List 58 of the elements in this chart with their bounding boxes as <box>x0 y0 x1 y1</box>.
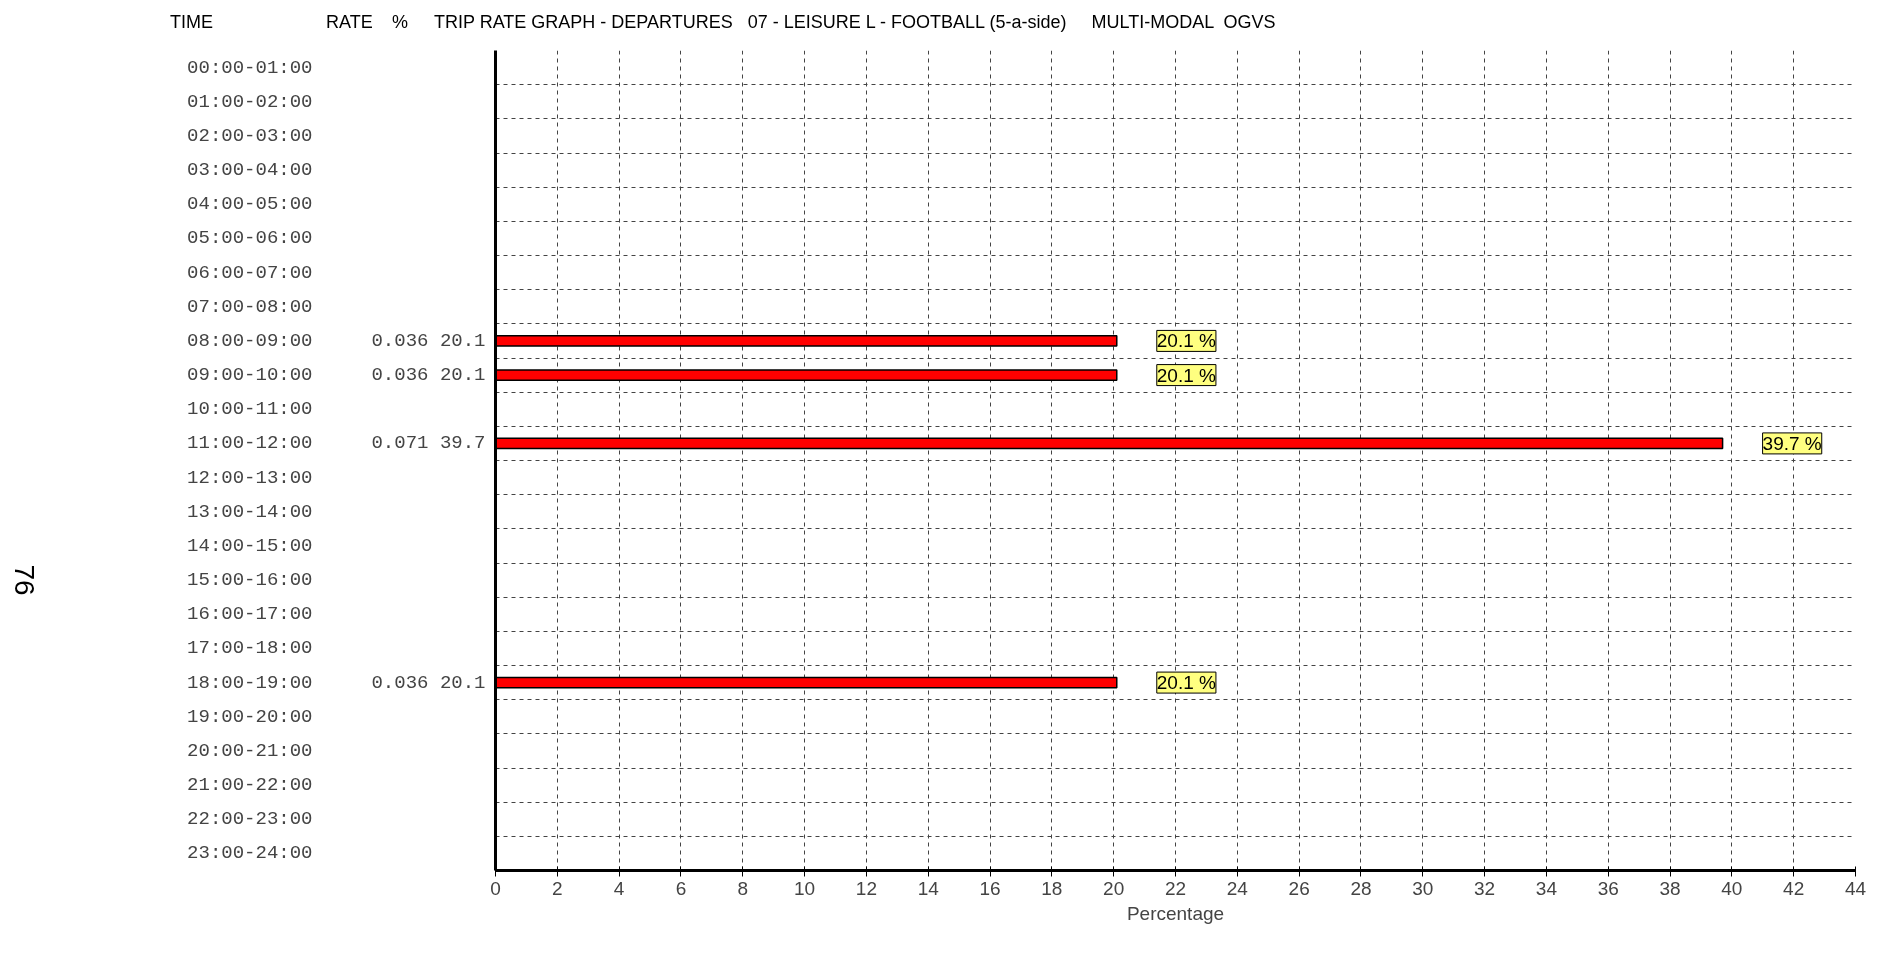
text: RATE <box>326 11 373 34</box>
x-axis-title: Percentage <box>1126 902 1225 924</box>
y-tick-label: 14:00-15:00 <box>187 534 313 557</box>
y-tick-label: 11:00-12:00 <box>187 432 313 455</box>
y-tick-label: 08:00-09:00 <box>187 329 313 352</box>
text: TIME <box>170 11 213 34</box>
y-tick-label: 06:00-07:00 <box>187 261 313 284</box>
text: 76 <box>7 564 41 596</box>
x-tick-label: 6 <box>675 877 687 899</box>
x-tick-label: 22 <box>1164 877 1187 899</box>
chart-title: TRIP RATE GRAPH - DEPARTURES 07 - LEISURE L - FOOTBALL (5-a-side) MULTI-MODAL OGVS <box>434 11 1276 34</box>
text: 0.036 20.1 <box>371 364 486 387</box>
data-label: 39.7 % <box>1762 432 1822 454</box>
x-tick-label: 44 <box>1844 877 1867 899</box>
y-tick-label: 18:00-19:00 <box>187 671 313 694</box>
y-tick-label: 16:00-17:00 <box>187 603 313 626</box>
x-tick-label: 28 <box>1350 877 1372 899</box>
y-tick-label: 13:00-14:00 <box>187 500 313 523</box>
y-tick-label: 09:00-10:00 <box>187 364 313 387</box>
y-tick-label: 05:00-06:00 <box>187 227 313 250</box>
y-tick-label: 22:00-23:00 <box>187 808 313 831</box>
x-tick-label: 12 <box>855 877 877 899</box>
x-tick-label: 0 <box>490 877 501 899</box>
y-tick-label: 20:00-21:00 <box>187 739 313 762</box>
x-tick-label: 14 <box>917 877 940 899</box>
y-tick-label: 19:00-20:00 <box>187 705 313 728</box>
y-tick-label: 23:00-24:00 <box>187 842 313 865</box>
y-tick-label: 00:00-01:00 <box>187 56 313 79</box>
x-tick-label: 42 <box>1783 877 1805 899</box>
text: 0.071 39.7 <box>371 432 486 455</box>
y-tick-label: 04:00-05:00 <box>187 193 313 216</box>
y-tick-label: 17:00-18:00 <box>187 637 313 660</box>
text: 0.036 20.1 <box>371 329 486 352</box>
y-tick-label: 02:00-03:00 <box>187 124 313 147</box>
x-tick-label: 20 <box>1103 877 1125 899</box>
x-tick-label: 2 <box>552 877 563 899</box>
x-tick-label: 40 <box>1721 877 1743 899</box>
x-tick-label: 36 <box>1597 877 1619 899</box>
y-tick-label: 10:00-11:00 <box>187 398 313 421</box>
x-tick-label: 18 <box>1041 877 1063 899</box>
x-tick-label: 16 <box>979 877 1001 899</box>
x-tick-label: 32 <box>1474 877 1496 899</box>
x-tick-label: 30 <box>1412 877 1434 899</box>
y-tick-label: 21:00-22:00 <box>187 774 313 797</box>
y-tick-label: 15:00-16:00 <box>187 569 313 592</box>
x-tick-label: 8 <box>737 877 749 899</box>
text: 0.036 20.1 <box>371 671 486 694</box>
x-tick-label: 26 <box>1288 877 1310 899</box>
x-tick-label: 34 <box>1535 877 1558 899</box>
text: % <box>392 11 409 34</box>
x-tick-label: 4 <box>613 877 625 899</box>
x-tick-label: 24 <box>1226 877 1249 899</box>
x-tick-label: 10 <box>794 877 816 899</box>
y-tick-label: 07:00-08:00 <box>187 295 313 318</box>
y-tick-label: 12:00-13:00 <box>187 466 313 489</box>
y-tick-label: 01:00-02:00 <box>187 90 313 113</box>
x-tick-label: 38 <box>1659 877 1681 899</box>
y-tick-label: 03:00-04:00 <box>187 159 313 182</box>
